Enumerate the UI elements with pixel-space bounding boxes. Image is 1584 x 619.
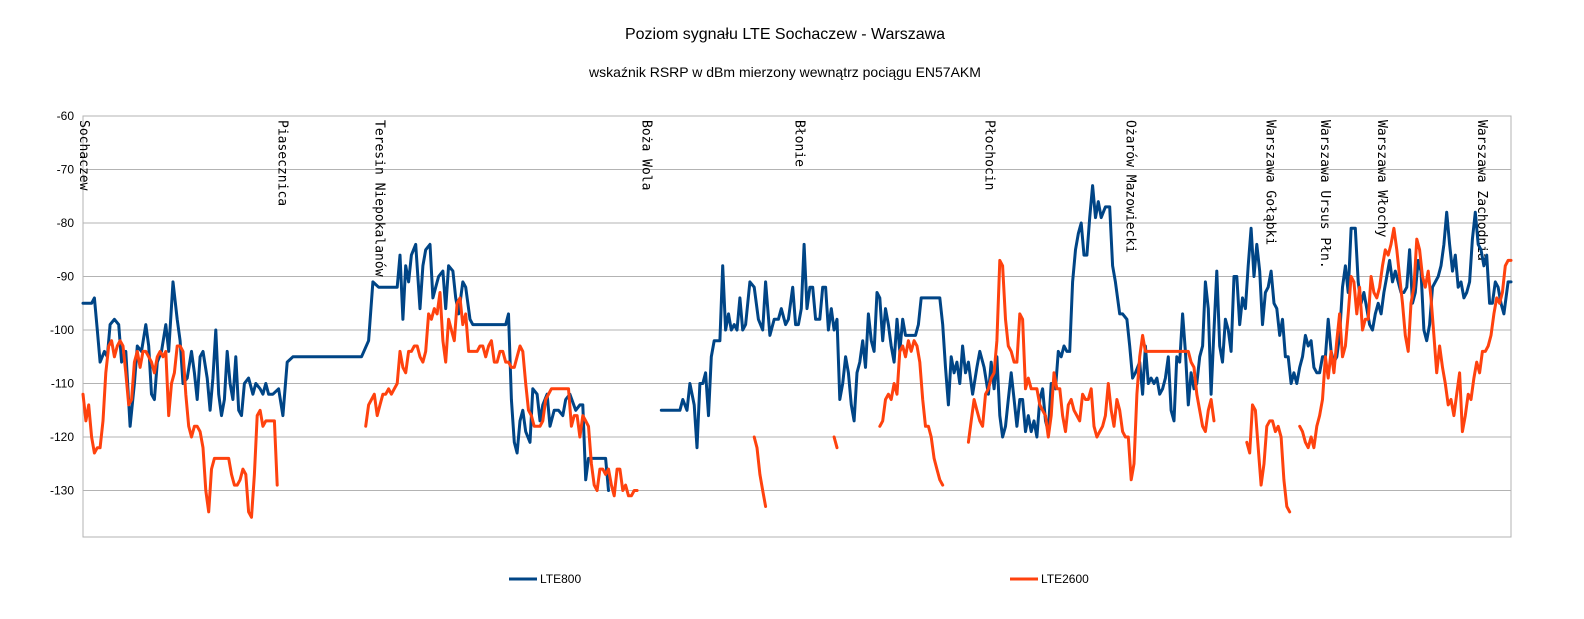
series-line-lte2600-segment-2 xyxy=(752,435,768,508)
y-tick-label: -60 xyxy=(57,109,75,123)
series-line-lte2600-segment-4 xyxy=(878,339,945,487)
y-tick-label: -80 xyxy=(57,216,75,230)
series-lines xyxy=(81,184,1513,519)
y-tick-label: -130 xyxy=(50,484,74,498)
plot-area-frame xyxy=(82,115,1512,538)
chart-title: Poziom sygnału LTE Sochaczew - Warszawa xyxy=(625,26,945,43)
y-tick-label: -90 xyxy=(57,270,75,284)
station-labels: Sochaczew Piasecznica Teresin Niepokalanów… xyxy=(76,120,1489,277)
y-tick-label: -100 xyxy=(50,323,74,337)
series-line-lte2600-segment-1 xyxy=(364,291,639,498)
chart-subtitle: wskaźnik RSRP w dBm mierzony wewnątrz po… xyxy=(588,64,981,80)
y-tick-label: -70 xyxy=(57,163,75,177)
legend: LTE800 LTE2600 xyxy=(509,572,1089,586)
legend-item-lte800: LTE800 xyxy=(509,572,581,586)
station-label: Błonie xyxy=(791,120,806,167)
grid-lines xyxy=(83,115,1511,491)
station-label: Boża Wola xyxy=(639,120,654,190)
station-label: Sochaczew xyxy=(76,120,91,191)
y-tick-label: -110 xyxy=(51,377,74,391)
legend-item-lte2600: LTE2600 xyxy=(1010,572,1089,586)
y-axis-tick-labels: -60 -70 -80 -90 -100 -110 -120 -130 xyxy=(50,109,74,498)
station-label: Ożarów Mazowiecki xyxy=(1123,120,1138,253)
station-label: Teresin Niepokalanów xyxy=(372,120,387,277)
series-line-lte2600-segment-7 xyxy=(1298,226,1513,450)
series-line-lte2600-segment-3 xyxy=(832,435,839,450)
station-label: Warszawa Ursus Płn. xyxy=(1317,120,1332,269)
station-label: Piasecznica xyxy=(274,120,289,206)
y-tick-label: -120 xyxy=(50,430,74,444)
series-line-lte800-segment-1 xyxy=(659,184,1513,450)
legend-label-lte2600: LTE2600 xyxy=(1041,572,1089,586)
station-label: Warszawa Włochy xyxy=(1374,120,1389,238)
series-line-lte2600-segment-0 xyxy=(81,339,279,519)
series-line-lte800-segment-0 xyxy=(81,242,610,492)
series-line-lte2600-segment-6 xyxy=(1245,403,1292,514)
series-lte800 xyxy=(81,184,1513,492)
station-label: Płochocin xyxy=(981,120,996,190)
station-label: Warszawa Gołąbki xyxy=(1263,120,1278,245)
series-lte2600 xyxy=(81,226,1513,519)
series-line-lte2600-segment-5 xyxy=(966,258,1216,482)
station-label: Warszawa Zachodnia xyxy=(1474,120,1489,261)
legend-label-lte800: LTE800 xyxy=(540,572,581,586)
